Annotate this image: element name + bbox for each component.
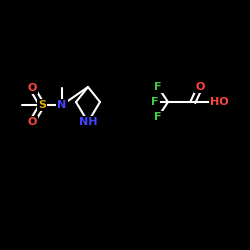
Text: F: F [154,112,162,122]
Text: NH: NH [79,117,97,127]
Text: N: N [58,100,66,110]
Text: S: S [38,100,46,110]
Text: O: O [27,83,37,93]
Text: HO: HO [210,97,229,107]
Text: O: O [195,82,205,92]
Text: F: F [151,97,159,107]
Text: F: F [154,82,162,92]
Text: O: O [27,117,37,127]
